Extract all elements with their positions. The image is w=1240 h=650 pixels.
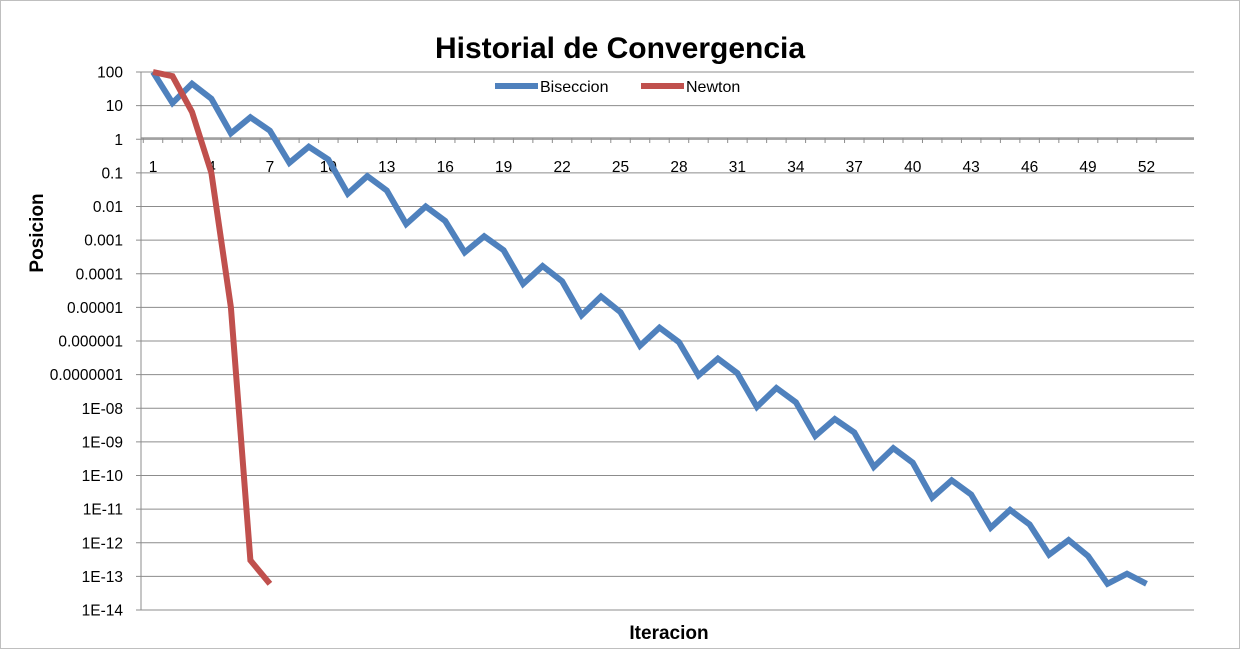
x-tick-label: 22 — [553, 159, 570, 176]
y-tick-label: 1E-09 — [82, 434, 123, 451]
y-tick-label: 1E-13 — [82, 569, 123, 586]
x-tick-label: 34 — [787, 159, 805, 176]
x-axis — [141, 137, 1194, 143]
chart-title: Historial de Convergencia — [435, 32, 805, 65]
y-tick-label: 10 — [106, 98, 124, 115]
series-line-newton — [152, 69, 273, 586]
x-tick-label: 19 — [495, 159, 512, 176]
series-layer — [150, 69, 1148, 588]
x-tick-label: 37 — [846, 159, 863, 176]
y-tick-label: 0.1 — [101, 165, 123, 182]
grid-layer — [136, 71, 1194, 611]
y-tick-label: 1E-10 — [82, 468, 124, 485]
x-axis-title: Iteracion — [629, 623, 708, 644]
y-tick-label: 1E-14 — [82, 603, 124, 620]
series-line-biseccion — [150, 70, 1148, 588]
x-tick-label: 13 — [378, 159, 395, 176]
y-tick-label: 0.01 — [93, 199, 123, 216]
y-tick-label: 1E-08 — [82, 401, 123, 418]
x-tick-label: 52 — [1138, 159, 1155, 176]
y-tick-label: 0.001 — [84, 233, 123, 250]
y-tick-label: 0.00001 — [67, 300, 123, 317]
x-tick-label: 7 — [266, 159, 275, 176]
y-tick-label: 1 — [114, 132, 123, 149]
y-tick-label: 0.000001 — [58, 334, 123, 351]
x-tick-label: 16 — [437, 159, 454, 176]
legend-label-biseccion: Biseccion — [540, 79, 608, 96]
y-tick-label: 1E-12 — [82, 535, 123, 552]
y-tick-labels: 100 10 1 0.1 0.01 0.001 0.0001 0.00001 0.000001 0… — [50, 65, 124, 620]
x-tick-label: 49 — [1079, 159, 1096, 176]
x-tick-label: 43 — [963, 159, 980, 176]
y-tick-label: 0.0001 — [76, 266, 123, 283]
legend: Biseccion Newton — [495, 79, 740, 96]
x-tick-label: 28 — [670, 159, 687, 176]
y-tick-label: 1E-11 — [83, 502, 123, 519]
x-tick-label: 46 — [1021, 159, 1038, 176]
x-tick-label: 25 — [612, 159, 629, 176]
legend-label-newton: Newton — [686, 79, 740, 96]
x-tick-labels: 1 4 7 10 13 16 19 22 25 28 31 34 37 40 43 46 49 52 — [149, 159, 1155, 176]
y-tick-label: 100 — [97, 65, 123, 82]
y-tick-label: 0.0000001 — [50, 367, 123, 384]
y-axis-title: Posicion — [27, 193, 48, 272]
x-tick-label: 40 — [904, 159, 922, 176]
x-tick-label: 1 — [149, 159, 158, 176]
x-tick-label: 31 — [729, 159, 746, 176]
